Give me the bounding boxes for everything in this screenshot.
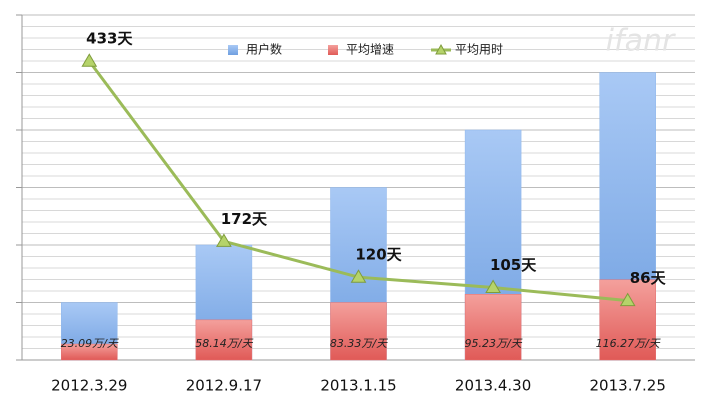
legend-label: 平均增速 [346, 43, 394, 57]
data-label: 105天 [490, 256, 537, 274]
data-label: 83.33万/天 [330, 337, 388, 350]
marker [216, 233, 232, 247]
data-label: 120天 [355, 246, 402, 264]
bar [330, 302, 387, 361]
x-tick-label: 2013.1.15 [320, 377, 396, 395]
legend-swatch [228, 45, 238, 55]
data-label: 116.27万/天 [596, 337, 661, 350]
legend-label: 用户数 [246, 42, 282, 57]
data-label: 86天 [630, 269, 667, 287]
data-label: 172天 [221, 210, 268, 228]
data-label: 433天 [86, 30, 133, 48]
x-tick-label: 2012.9.17 [186, 377, 262, 395]
watermark: ifanr [606, 24, 676, 59]
data-label: 58.14万/天 [195, 337, 253, 350]
marker [81, 53, 98, 67]
x-tick-label: 2013.4.30 [455, 377, 531, 395]
marker [619, 292, 636, 307]
legend-swatch [328, 45, 338, 55]
legend-label: 平均用时 [455, 43, 503, 57]
data-label: 95.23万/天 [464, 337, 522, 350]
legend-swatch [435, 43, 447, 55]
marker [485, 279, 501, 294]
x-tick-label: 2013.7.25 [590, 377, 666, 395]
x-tick-label: 2012.3.29 [51, 377, 127, 395]
data-label: 23.09万/天 [61, 337, 119, 350]
bar [61, 343, 118, 361]
marker [350, 269, 367, 283]
bar [464, 294, 522, 361]
bar [195, 319, 253, 361]
